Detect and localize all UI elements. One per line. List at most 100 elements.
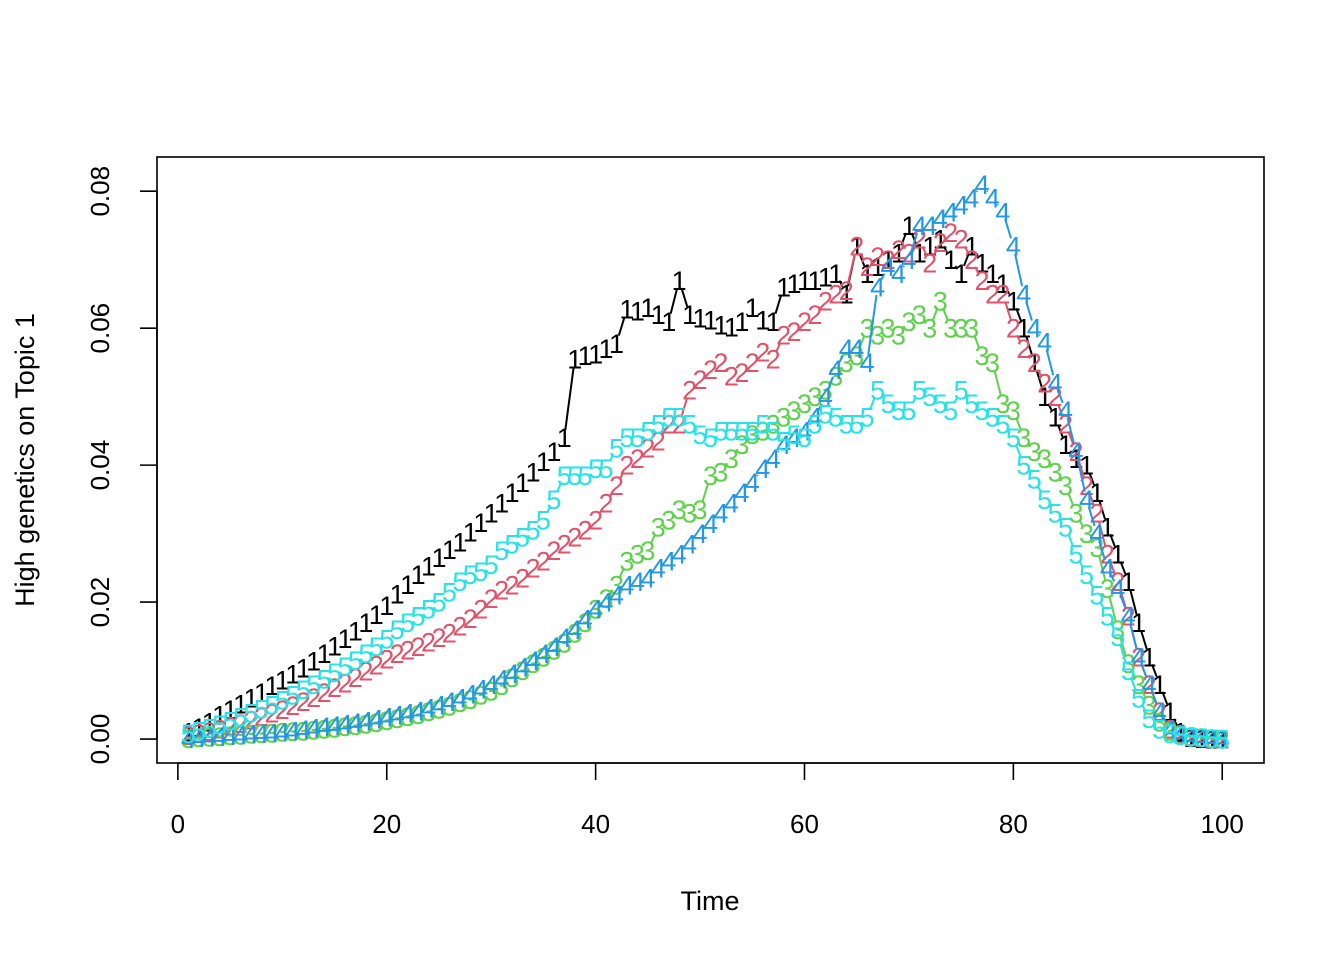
- y-tick-label: 0.00: [85, 714, 115, 765]
- series-2-point: 2: [734, 358, 749, 388]
- series-5-point: 5: [369, 632, 384, 662]
- series-5-segment: [869, 396, 876, 411]
- series-1-point: 1: [776, 273, 791, 303]
- series-5-point: 5: [202, 714, 217, 744]
- series-5-point: 5: [223, 707, 238, 737]
- series-1-point: 1: [912, 238, 927, 268]
- series-4-point: 4: [1152, 697, 1167, 727]
- series-2-segment: [619, 471, 625, 479]
- series-5-point: 5: [839, 410, 854, 440]
- series-5-point: 5: [599, 454, 614, 484]
- series-4-point: 4: [546, 632, 561, 662]
- series-2-point: 2: [1183, 722, 1198, 752]
- series-3-point: 3: [1069, 499, 1084, 529]
- series-3-point: 3: [463, 685, 478, 715]
- series-5-segment: [953, 396, 959, 404]
- series-1-point: 1: [557, 423, 572, 453]
- series-1-segment: [557, 443, 561, 446]
- series-1-segment: [774, 294, 783, 314]
- series-1-point: 1: [881, 245, 896, 275]
- series-2-point: 2: [797, 307, 812, 337]
- series-5-point: 5: [275, 686, 290, 716]
- series-5-point: 5: [515, 523, 530, 553]
- series-1-point: 1: [536, 447, 551, 477]
- x-tick-label: 60: [790, 809, 819, 839]
- series-2-point: 2: [275, 695, 290, 725]
- series-5-point: 5: [557, 461, 572, 491]
- series-3-point: 3: [1048, 457, 1063, 487]
- series-5-point: 5: [922, 382, 937, 412]
- series-3-point: 3: [776, 403, 791, 433]
- series-4-point: 4: [1016, 279, 1031, 309]
- series-2-point: 2: [233, 709, 248, 739]
- series-3-point: 3: [254, 719, 269, 749]
- series-1-segment: [1140, 629, 1148, 650]
- series-3-segment: [701, 482, 710, 503]
- series-4-segment: [1045, 349, 1055, 376]
- series-5-point: 5: [421, 594, 436, 624]
- series-4-point: 4: [933, 204, 948, 234]
- series-3-point: 3: [1194, 723, 1209, 753]
- series-1-segment: [858, 253, 866, 267]
- series-4-point: 4: [525, 646, 540, 676]
- series-3-point: 3: [766, 410, 781, 440]
- series-5-point: 5: [755, 410, 770, 440]
- series-5-point: 5: [181, 719, 196, 749]
- series-5-point: 5: [703, 423, 718, 453]
- series-2-point: 2: [317, 678, 332, 708]
- series-5-segment: [1059, 518, 1062, 522]
- series-5-point: 5: [713, 416, 728, 446]
- series-4-point: 4: [922, 211, 937, 241]
- series-4-point: 4: [411, 696, 426, 726]
- series-2-segment: [609, 491, 614, 497]
- series-1-segment: [974, 252, 979, 257]
- series-4-point: 4: [1215, 725, 1230, 755]
- series-3-segment: [1090, 539, 1093, 542]
- series-1-point: 1: [651, 300, 666, 330]
- series-4-point: 4: [588, 594, 603, 624]
- series-5-point: 5: [640, 416, 655, 446]
- series-3-point: 3: [588, 594, 603, 624]
- series-1-point: 1: [379, 591, 394, 621]
- series-1-point: 1: [839, 279, 854, 309]
- series-2-segment: [661, 430, 666, 435]
- series-3-point: 3: [1016, 423, 1031, 453]
- series-2-point: 2: [578, 516, 593, 546]
- series-4-point: 4: [285, 716, 300, 746]
- series-5-point: 5: [651, 410, 666, 440]
- series-4-point: 4: [870, 273, 885, 303]
- series-4-point: 4: [807, 403, 822, 433]
- series-2-point: 2: [505, 570, 520, 600]
- series-1-point: 1: [1173, 718, 1188, 748]
- series-2-point: 2: [243, 705, 258, 735]
- series-4-point: 4: [693, 519, 708, 549]
- series-1-point: 1: [954, 259, 969, 289]
- series-4-point: 4: [881, 252, 896, 282]
- series-2-segment: [1057, 403, 1064, 417]
- x-axis-title: Time: [681, 886, 740, 916]
- series-5-point: 5: [619, 423, 634, 453]
- series-3-point: 3: [745, 420, 760, 450]
- series-2-point: 2: [860, 252, 875, 282]
- series-4-point: 4: [703, 509, 718, 539]
- series-3-point: 3: [452, 688, 467, 718]
- series-5-point: 5: [1006, 423, 1021, 453]
- series-3-point: 3: [484, 677, 499, 707]
- series-3-point: 3: [901, 307, 916, 337]
- series-2-segment: [963, 245, 969, 254]
- series-3-point: 3: [264, 718, 279, 748]
- series-1-segment: [1151, 663, 1158, 678]
- series-1-segment: [1057, 424, 1064, 438]
- series-4-segment: [867, 294, 878, 355]
- series-1-point: 1: [1100, 512, 1115, 542]
- series-1-segment: [1006, 289, 1011, 295]
- series-2-segment: [775, 341, 782, 353]
- series-4-segment: [756, 474, 759, 477]
- series-1-segment: [1161, 691, 1169, 705]
- series-4-segment: [1162, 717, 1167, 723]
- series-2-point: 2: [1121, 601, 1136, 631]
- series-1-segment: [1047, 403, 1053, 411]
- series-5-point: 5: [431, 588, 446, 618]
- series-4-point: 4: [317, 712, 332, 742]
- series-3-point: 3: [703, 461, 718, 491]
